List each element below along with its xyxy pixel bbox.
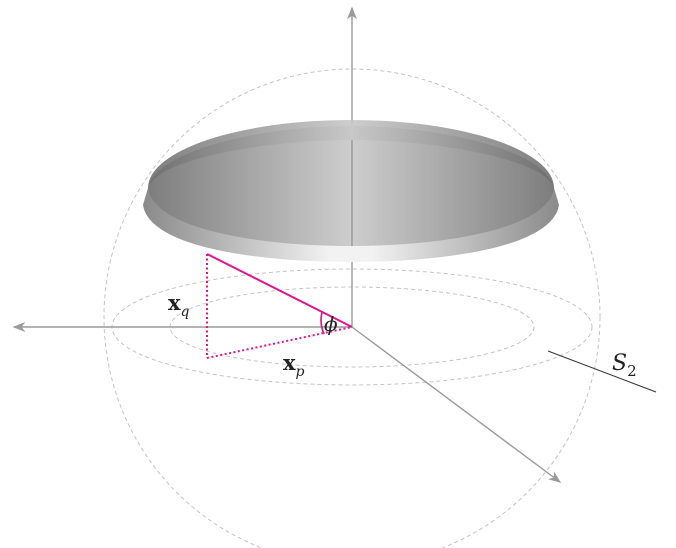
depth-axis	[351, 326, 562, 483]
label-xq: xq	[168, 290, 190, 320]
shaded-ring	[143, 120, 559, 262]
s2-pointer-line	[547, 350, 657, 393]
triangle-hypotenuse	[206, 253, 353, 328]
sphere-outline	[103, 68, 601, 548]
triangle	[206, 253, 353, 359]
label-s2: S2	[612, 351, 637, 380]
label-xp: xp	[283, 350, 305, 380]
angle-arc	[320, 311, 325, 335]
label-phi: ϕ	[324, 312, 338, 336]
